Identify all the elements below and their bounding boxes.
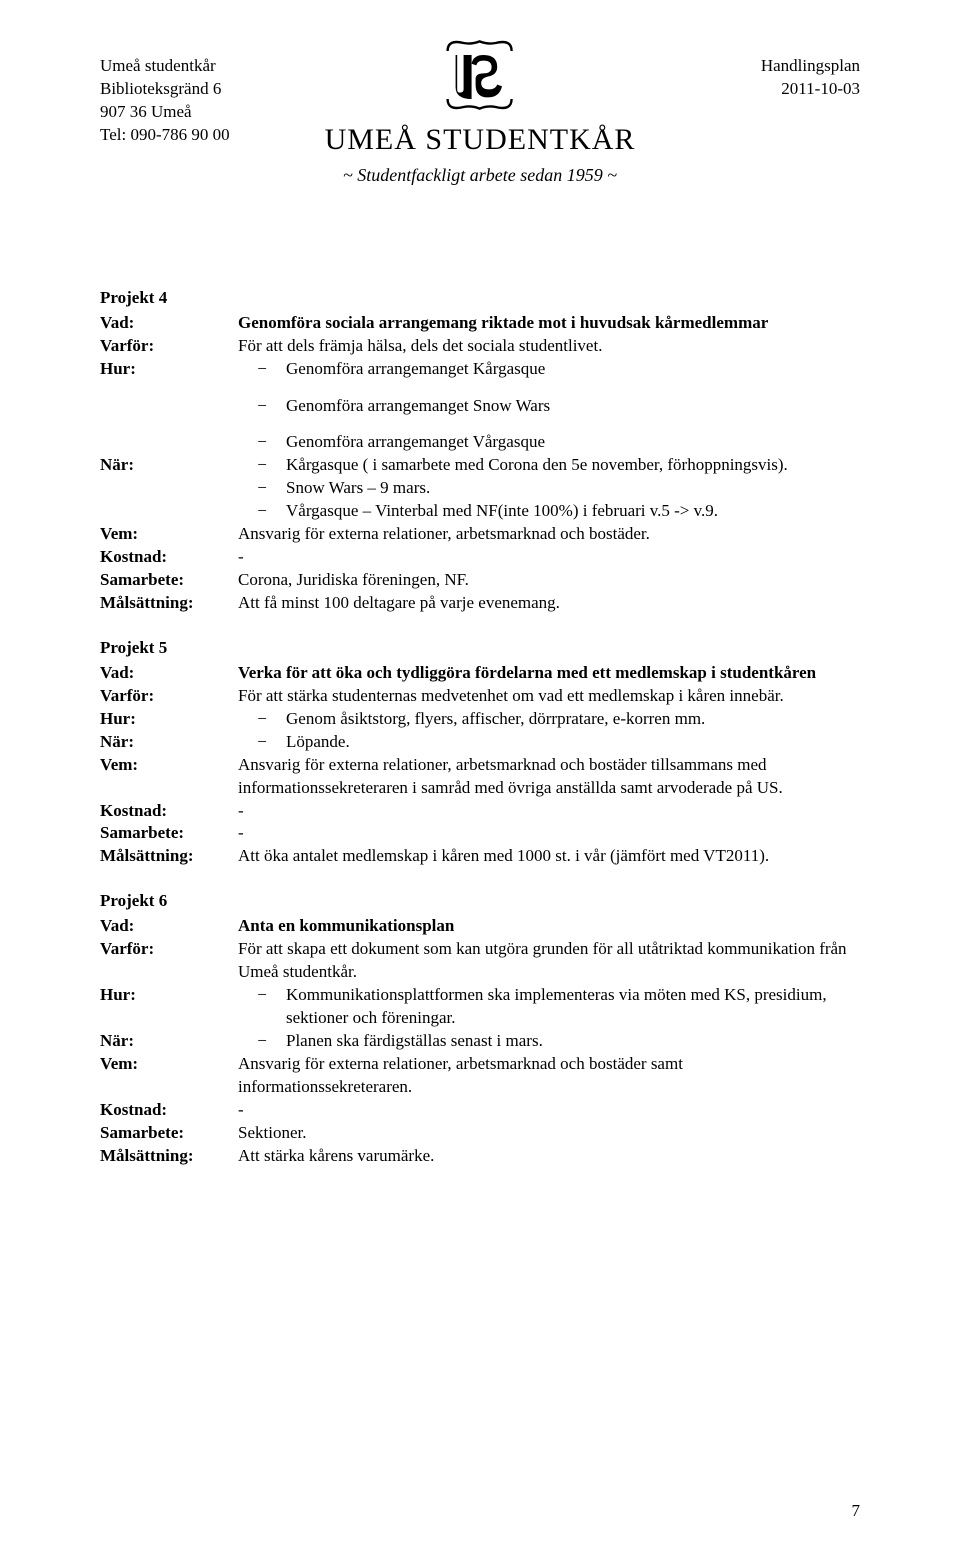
p5-malsattning: Att öka antalet medlemskap i kåren med 1… (238, 845, 860, 868)
label-malsattning: Målsättning: (100, 1145, 238, 1168)
label-vad: Vad: (100, 915, 238, 938)
p6-hur-1: Kommunikationsplattformen ska implemente… (286, 984, 860, 1030)
label-vem: Vem: (100, 523, 238, 546)
bullet-icon: − (238, 395, 286, 418)
label-varfor: Varför: (100, 938, 238, 961)
projekt-5: Projekt 5 Vad: Verka för att öka och tyd… (100, 637, 860, 868)
projekt-4-title: Projekt 4 (100, 287, 860, 310)
label-samarbete: Samarbete: (100, 822, 238, 845)
p5-varfor: För att stärka studenternas medvetenhet … (238, 685, 860, 708)
address-line-2: 907 36 Umeå (100, 101, 230, 124)
brand-name: UMEÅ STUDENTKÅR (325, 120, 636, 161)
p4-hur-2: Genomföra arrangemanget Snow Wars (286, 395, 860, 418)
logo-icon (440, 35, 520, 115)
bullet-icon: − (238, 1030, 286, 1053)
p5-hur-1: Genom åsiktstorg, flyers, affischer, dör… (286, 708, 860, 731)
projekt-6-title: Projekt 6 (100, 890, 860, 913)
projekt-4: Projekt 4 Vad: Genomföra sociala arrange… (100, 287, 860, 615)
p6-nar-1: Planen ska färdigställas senast i mars. (286, 1030, 860, 1053)
label-vem: Vem: (100, 754, 238, 777)
label-vad: Vad: (100, 662, 238, 685)
label-nar: När: (100, 731, 238, 754)
doc-type: Handlingsplan (761, 55, 860, 78)
p5-nar-1: Löpande. (286, 731, 860, 754)
bullet-icon: − (238, 500, 286, 523)
bullet-icon: − (238, 984, 286, 1007)
p6-varfor: För att skapa ett dokument som kan utgör… (238, 938, 860, 984)
document-body: Projekt 4 Vad: Genomföra sociala arrange… (100, 287, 860, 1168)
org-name: Umeå studentkår (100, 55, 230, 78)
p6-kostnad: - (238, 1099, 860, 1122)
bullet-icon: − (238, 477, 286, 500)
page-number: 7 (852, 1500, 861, 1523)
label-vem: Vem: (100, 1053, 238, 1076)
p4-nar-3: Vårgasque – Vinterbal med NF(inte 100%) … (286, 500, 860, 523)
projekt-5-title: Projekt 5 (100, 637, 860, 660)
header-right: Handlingsplan 2011-10-03 (761, 55, 860, 147)
p4-varfor: För att dels främja hälsa, dels det soci… (238, 335, 860, 358)
bullet-icon: − (238, 731, 286, 754)
bullet-icon: − (238, 708, 286, 731)
header-center: UMEÅ STUDENTKÅR ~ Studentfackligt arbete… (325, 35, 636, 187)
label-samarbete: Samarbete: (100, 569, 238, 592)
label-nar: När: (100, 1030, 238, 1053)
label-hur: Hur: (100, 358, 238, 381)
bullet-icon: − (238, 431, 286, 454)
p4-nar-1: Kårgasque ( i samarbete med Corona den 5… (286, 454, 860, 477)
p5-kostnad: - (238, 800, 860, 823)
bullet-icon: − (238, 358, 286, 381)
label-vad: Vad: (100, 312, 238, 335)
label-hur: Hur: (100, 708, 238, 731)
bullet-icon: − (238, 454, 286, 477)
telephone: Tel: 090-786 90 00 (100, 124, 230, 147)
p4-samarbete: Corona, Juridiska föreningen, NF. (238, 569, 860, 592)
address-line-1: Biblioteksgränd 6 (100, 78, 230, 101)
p6-samarbete: Sektioner. (238, 1122, 860, 1145)
p5-samarbete: - (238, 822, 860, 845)
label-kostnad: Kostnad: (100, 546, 238, 569)
header-left: Umeå studentkår Biblioteksgränd 6 907 36… (100, 55, 230, 147)
p6-vem: Ansvarig för externa relationer, arbetsm… (238, 1053, 860, 1099)
label-nar: När: (100, 454, 238, 477)
label-kostnad: Kostnad: (100, 800, 238, 823)
p4-nar-2: Snow Wars – 9 mars. (286, 477, 860, 500)
p6-malsattning: Att stärka kårens varumärke. (238, 1145, 860, 1168)
projekt-6: Projekt 6 Vad: Anta en kommunikationspla… (100, 890, 860, 1167)
p4-malsattning: Att få minst 100 deltagare på varje even… (238, 592, 860, 615)
label-hur: Hur: (100, 984, 238, 1007)
tagline: ~ Studentfackligt arbete sedan 1959 ~ (325, 163, 636, 187)
p6-vad: Anta en kommunikationsplan (238, 915, 860, 938)
p4-hur-1: Genomföra arrangemanget Kårgasque (286, 358, 860, 381)
p4-hur-3: Genomföra arrangemanget Vårgasque (286, 431, 860, 454)
p4-vad: Genomföra sociala arrangemang riktade mo… (238, 312, 860, 335)
label-malsattning: Målsättning: (100, 592, 238, 615)
doc-date: 2011-10-03 (761, 78, 860, 101)
label-kostnad: Kostnad: (100, 1099, 238, 1122)
p5-vem: Ansvarig för externa relationer, arbetsm… (238, 754, 860, 800)
label-varfor: Varför: (100, 335, 238, 358)
label-varfor: Varför: (100, 685, 238, 708)
p4-kostnad: - (238, 546, 860, 569)
p4-vem: Ansvarig för externa relationer, arbetsm… (238, 523, 860, 546)
label-malsattning: Målsättning: (100, 845, 238, 868)
p5-vad: Verka för att öka och tydliggöra fördela… (238, 662, 860, 685)
label-samarbete: Samarbete: (100, 1122, 238, 1145)
